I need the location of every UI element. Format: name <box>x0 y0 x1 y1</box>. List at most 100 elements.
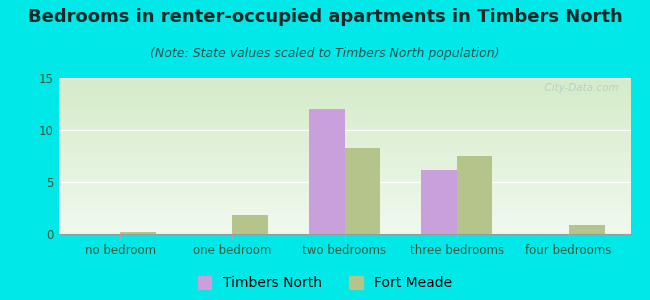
Bar <box>58 182 630 183</box>
Bar <box>58 151 630 152</box>
Bar <box>58 205 630 206</box>
Bar <box>58 197 630 198</box>
Bar <box>58 232 630 233</box>
Bar <box>58 231 630 232</box>
Bar <box>58 176 630 177</box>
Bar <box>58 165 630 166</box>
Bar <box>58 137 630 138</box>
Bar <box>58 140 630 141</box>
Bar <box>58 79 630 80</box>
Bar <box>58 138 630 139</box>
Bar <box>58 124 630 125</box>
Bar <box>58 123 630 124</box>
Bar <box>58 185 630 186</box>
Bar <box>58 202 630 203</box>
Bar <box>58 81 630 82</box>
Bar <box>58 224 630 225</box>
Bar <box>58 228 630 229</box>
Bar <box>58 92 630 93</box>
Bar <box>309 109 344 234</box>
Bar <box>58 222 630 223</box>
Bar <box>58 85 630 86</box>
Bar <box>421 169 456 234</box>
Bar <box>58 212 630 213</box>
Bar <box>58 180 630 181</box>
Bar <box>58 162 630 163</box>
Bar <box>58 115 630 116</box>
Bar <box>58 201 630 202</box>
Bar <box>58 211 630 212</box>
Bar <box>58 119 630 120</box>
Bar <box>58 169 630 170</box>
Bar <box>58 161 630 162</box>
Bar <box>58 142 630 143</box>
Bar <box>58 204 630 205</box>
Bar <box>58 134 630 135</box>
Bar <box>58 230 630 231</box>
Bar <box>58 209 630 210</box>
Bar <box>58 159 630 160</box>
Bar <box>58 114 630 115</box>
Bar <box>58 168 630 169</box>
Text: City-Data.com: City-Data.com <box>538 83 619 93</box>
Bar <box>344 148 380 234</box>
Bar <box>58 173 630 174</box>
Bar <box>58 97 630 98</box>
Legend: Timbers North, Fort Meade: Timbers North, Fort Meade <box>198 276 452 290</box>
Bar <box>58 188 630 189</box>
Bar <box>58 153 630 154</box>
Bar <box>58 110 630 111</box>
Bar <box>58 175 630 176</box>
Bar <box>58 129 630 130</box>
Bar <box>58 78 630 79</box>
Bar <box>58 157 630 158</box>
Bar <box>58 163 630 164</box>
Bar <box>58 91 630 92</box>
Bar <box>58 189 630 190</box>
Bar <box>58 139 630 140</box>
Bar <box>58 218 630 219</box>
Bar <box>58 122 630 123</box>
Bar <box>58 171 630 172</box>
Bar <box>58 154 630 155</box>
Bar <box>58 136 630 137</box>
Bar <box>58 191 630 192</box>
Bar <box>58 174 630 175</box>
Bar <box>58 229 630 230</box>
Bar <box>58 108 630 109</box>
Bar <box>58 194 630 195</box>
Bar <box>58 112 630 113</box>
Bar <box>58 207 630 208</box>
Bar <box>58 216 630 217</box>
Bar <box>58 89 630 90</box>
Bar <box>58 215 630 216</box>
Bar <box>58 143 630 144</box>
Bar <box>58 187 630 188</box>
Bar <box>58 167 630 168</box>
Bar <box>58 192 630 193</box>
Bar <box>58 125 630 126</box>
Bar <box>58 133 630 134</box>
Bar <box>456 156 493 234</box>
Bar <box>58 217 630 218</box>
Bar <box>58 199 630 200</box>
Bar <box>58 120 630 121</box>
Bar <box>58 155 630 156</box>
Bar <box>58 221 630 222</box>
Bar <box>58 213 630 214</box>
Bar <box>58 172 630 173</box>
Bar <box>58 116 630 117</box>
Bar <box>58 96 630 97</box>
Bar <box>233 215 268 234</box>
Text: (Note: State values scaled to Timbers North population): (Note: State values scaled to Timbers No… <box>150 46 500 59</box>
Bar <box>58 111 630 112</box>
Bar <box>58 107 630 108</box>
Bar <box>58 131 630 132</box>
Bar <box>58 94 630 95</box>
Bar <box>58 148 630 149</box>
Bar <box>58 87 630 88</box>
Bar <box>569 225 604 234</box>
Bar <box>58 145 630 146</box>
Bar <box>120 232 156 234</box>
Bar <box>58 160 630 161</box>
